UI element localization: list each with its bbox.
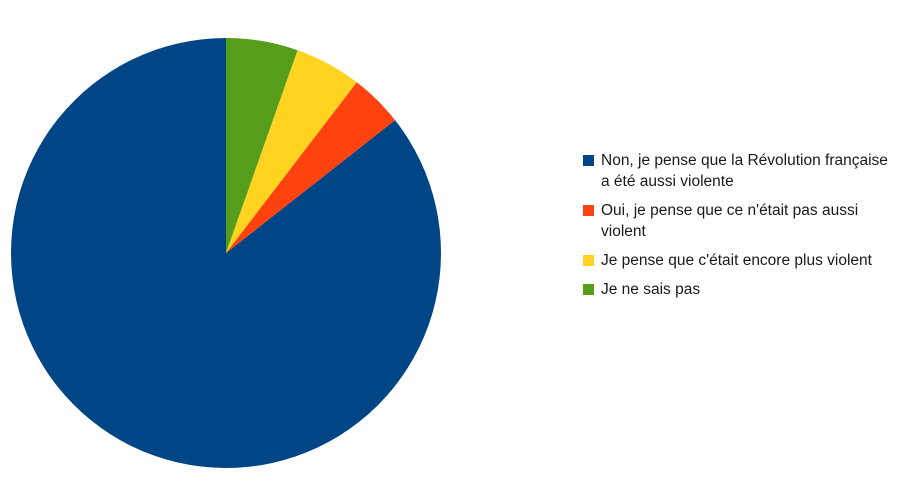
pie-slice-4 [226,38,298,253]
pie-slice-2 [226,82,396,254]
legend-item-4: Je ne sais pas [583,279,893,300]
legend-item-2: Oui, je pense que ce n'était pas aussi v… [583,200,893,242]
legend-swatch-3 [583,255,594,266]
legend-swatch-1 [583,155,594,166]
legend-label-2: Oui, je pense que ce n'était pas aussi v… [601,202,859,240]
legend-label-3: Je pense que c'était encore plus violent [601,252,872,269]
legend-swatch-4 [583,284,594,295]
legend-item-3: Je pense que c'était encore plus violent [583,250,893,271]
legend-label-1: Non, je pense que la Révolution français… [601,152,888,190]
legend-swatch-2 [583,205,594,216]
chart-legend: Non, je pense que la Révolution français… [583,150,893,308]
legend-item-1: Non, je pense que la Révolution français… [583,150,893,192]
pie-slice-3 [226,50,357,253]
legend-label-4: Je ne sais pas [601,281,701,298]
